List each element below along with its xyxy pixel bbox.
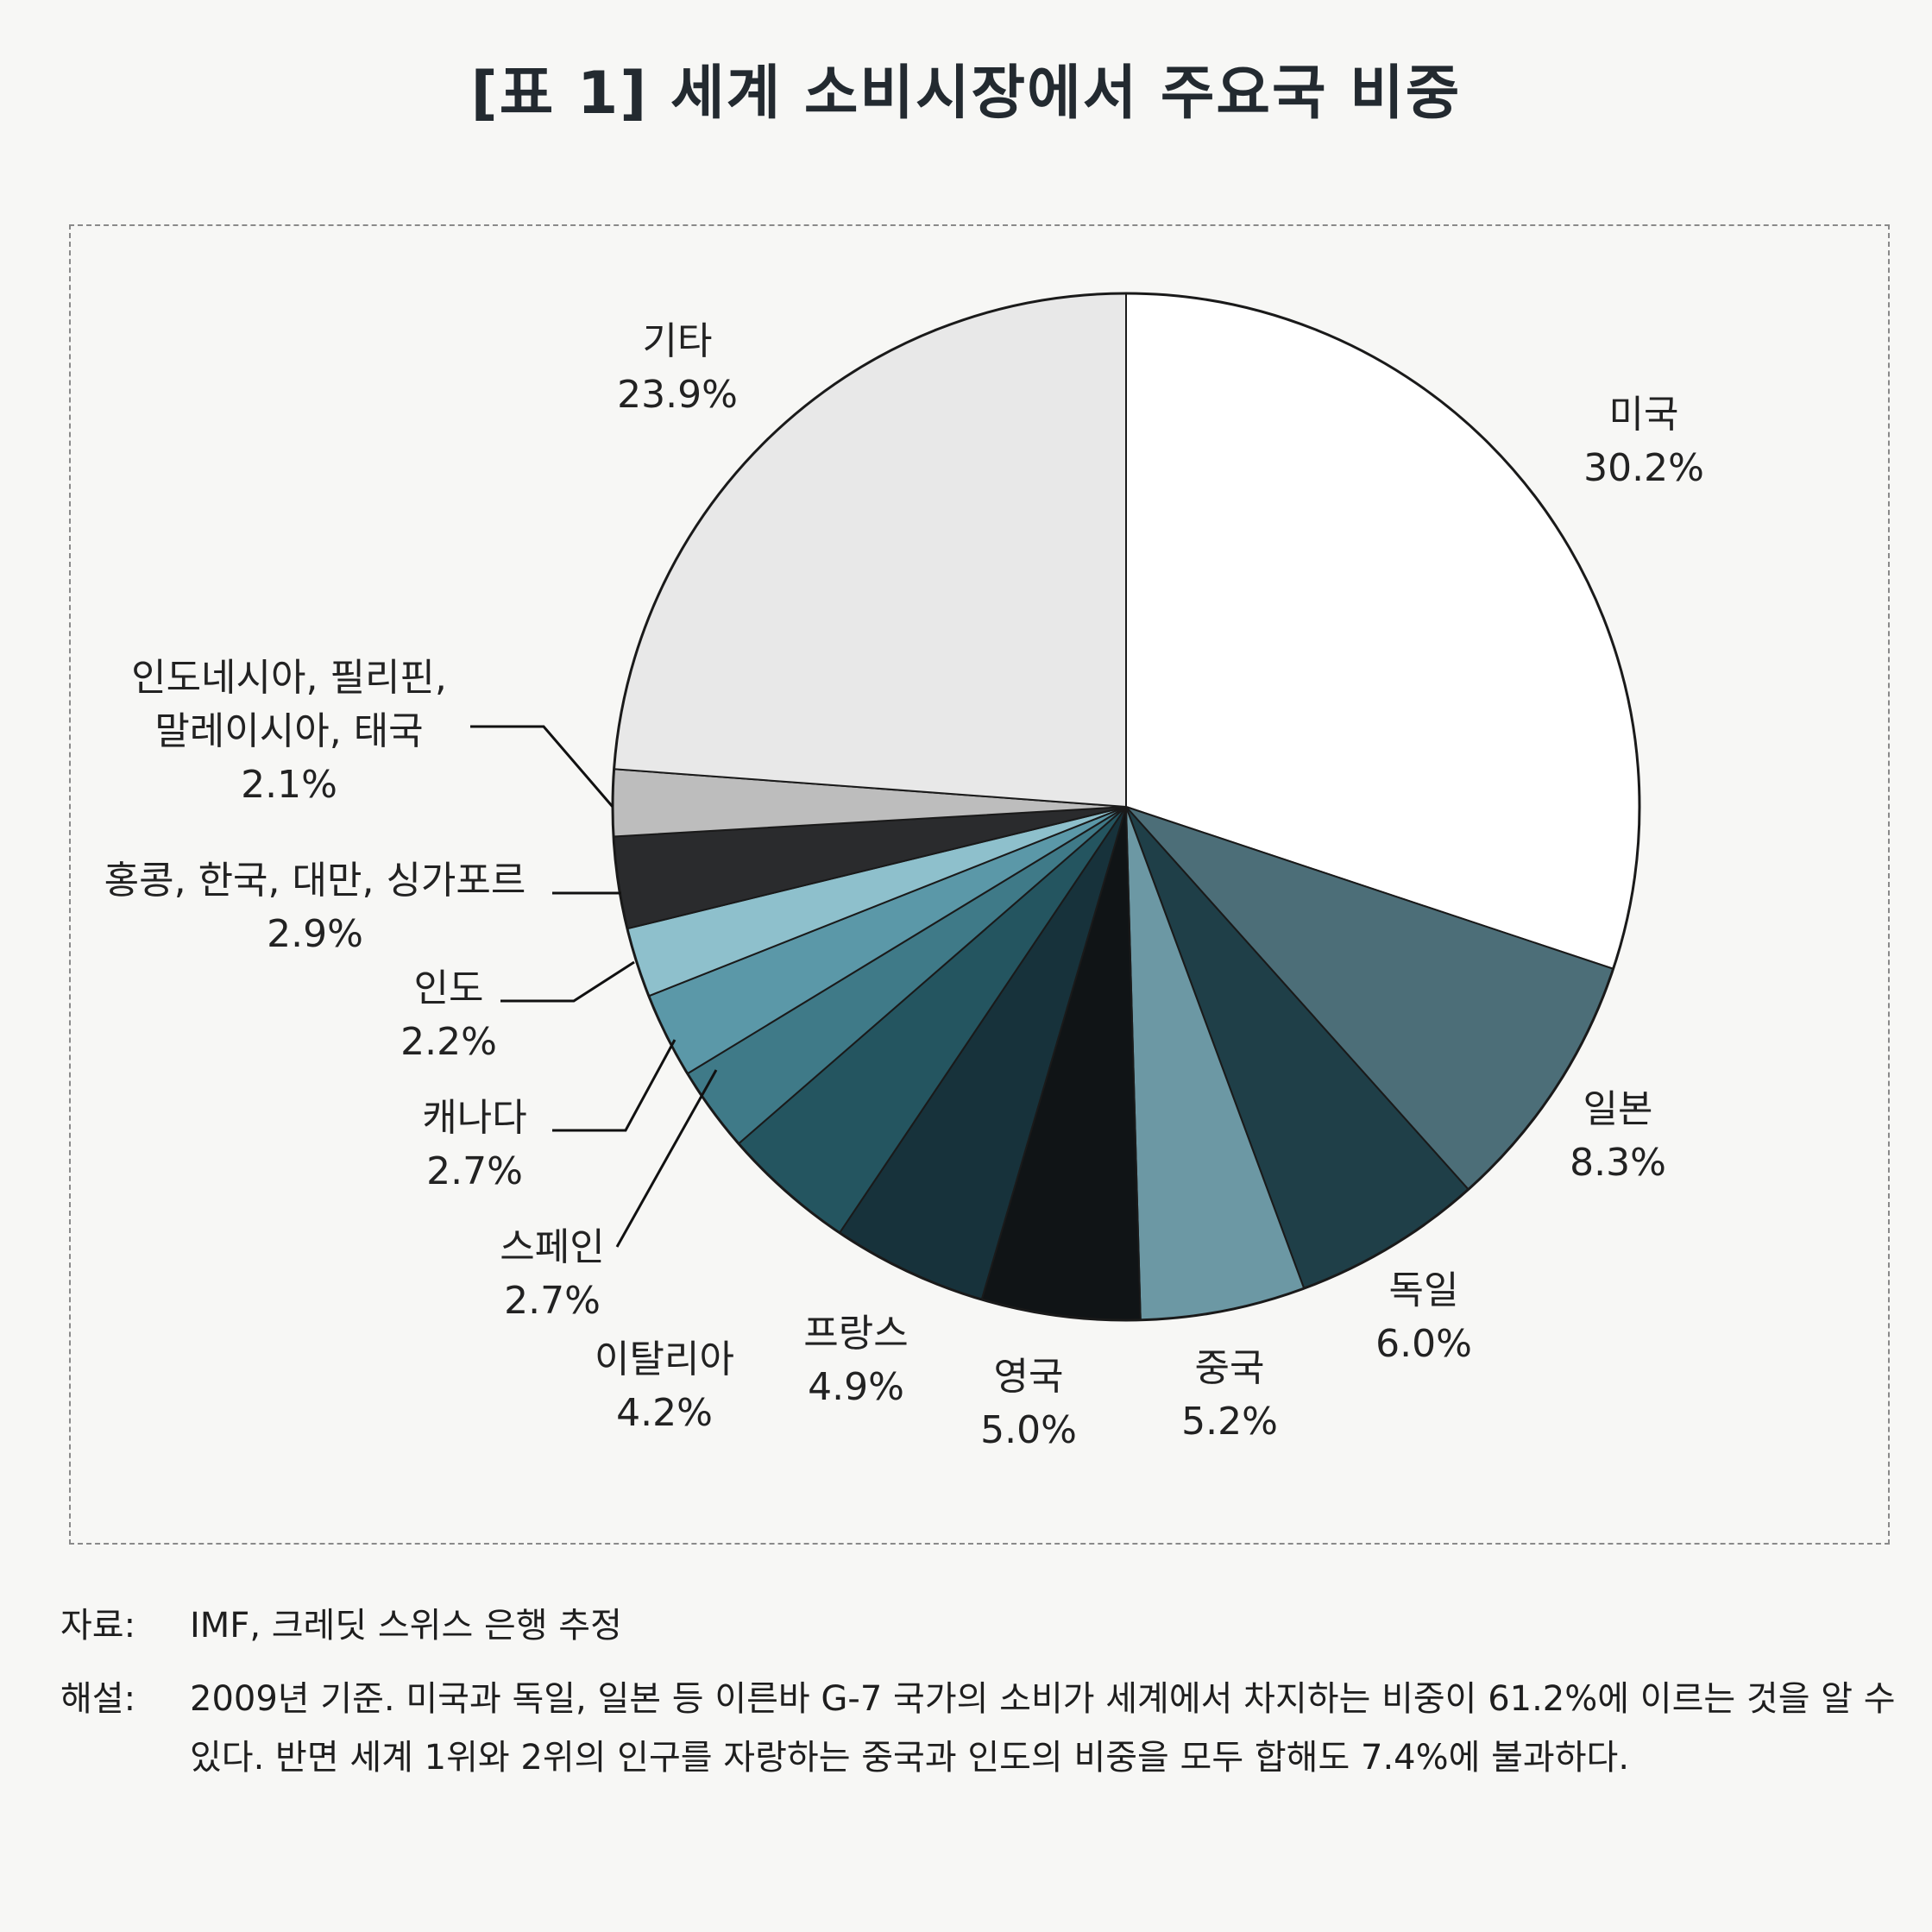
slice-value-label-4: 5.0% (980, 1408, 1077, 1452)
slice-value-label-2: 6.0% (1375, 1322, 1472, 1366)
source-note: 자료: IMF, 크레딧 스위스 은행 추정 (60, 1596, 1924, 1655)
slice-value-label-10: 2.9% (267, 912, 363, 956)
slice-value-label-3: 5.2% (1181, 1400, 1278, 1444)
chart-title: [표 1] 세계 소비시장에서 주요국 비중 (470, 60, 1462, 128)
slice-name-label-12: 기타 (643, 319, 713, 363)
slice-name-label-3: 중국 (1195, 1346, 1265, 1390)
slice-name-label-8: 캐나다 (422, 1096, 526, 1140)
leader-line-7 (615, 1069, 718, 1248)
leader-line-11 (470, 725, 614, 808)
slice-value-label-6: 4.2% (616, 1391, 713, 1435)
explanation-note: 해설: 2009년 기준. 미국과 독일, 일본 등 이른바 G-7 국가의 소… (60, 1670, 1924, 1851)
slice-name-label-10: 홍콩, 한국, 대만, 싱가포르 (104, 859, 526, 903)
slice-value-label-11: 2.1% (241, 763, 337, 807)
source-note-label: 자료: (60, 1606, 136, 1646)
slice-name-label-7: 스페인 (500, 1225, 604, 1269)
slice-name-label-1: 일본 (1583, 1087, 1653, 1131)
slice-value-label-0: 30.2% (1583, 446, 1704, 490)
slice-name-label-9: 인도 (414, 966, 484, 1010)
chart-frame (69, 224, 1890, 1545)
explanation-note-label: 해설: (60, 1679, 136, 1719)
slice-name-label-0: 미국 (1609, 393, 1679, 437)
leader-line-9 (500, 960, 635, 1003)
slice-name-label-2: 독일 (1389, 1268, 1459, 1312)
slice-value-label-5: 4.9% (808, 1365, 904, 1409)
leader-line-8 (552, 1039, 677, 1132)
source-note-text: IMF, 크레딧 스위스 은행 추정 (190, 1606, 622, 1646)
slice-name-label-11-0: 인도네시아, 필리핀, (131, 656, 447, 700)
slice-value-label-9: 2.2% (400, 1020, 497, 1064)
slice-value-label-8: 2.7% (426, 1149, 523, 1193)
slice-name-label-5: 프랑스 (803, 1312, 908, 1356)
slice-name-label-6: 이탈리아 (595, 1337, 734, 1381)
slice-value-label-7: 2.7% (504, 1279, 601, 1323)
slice-value-label-12: 23.9% (617, 373, 738, 417)
slice-name-label-4: 영국 (994, 1355, 1064, 1399)
pie-slice-12 (613, 292, 1127, 809)
slice-name-label-11-1: 말레이시아, 태국 (154, 709, 423, 753)
explanation-note-text: 2009년 기준. 미국과 독일, 일본 등 이른바 G-7 국가의 소비가 세… (190, 1679, 1896, 1778)
slice-value-label-1: 8.3% (1570, 1141, 1666, 1185)
